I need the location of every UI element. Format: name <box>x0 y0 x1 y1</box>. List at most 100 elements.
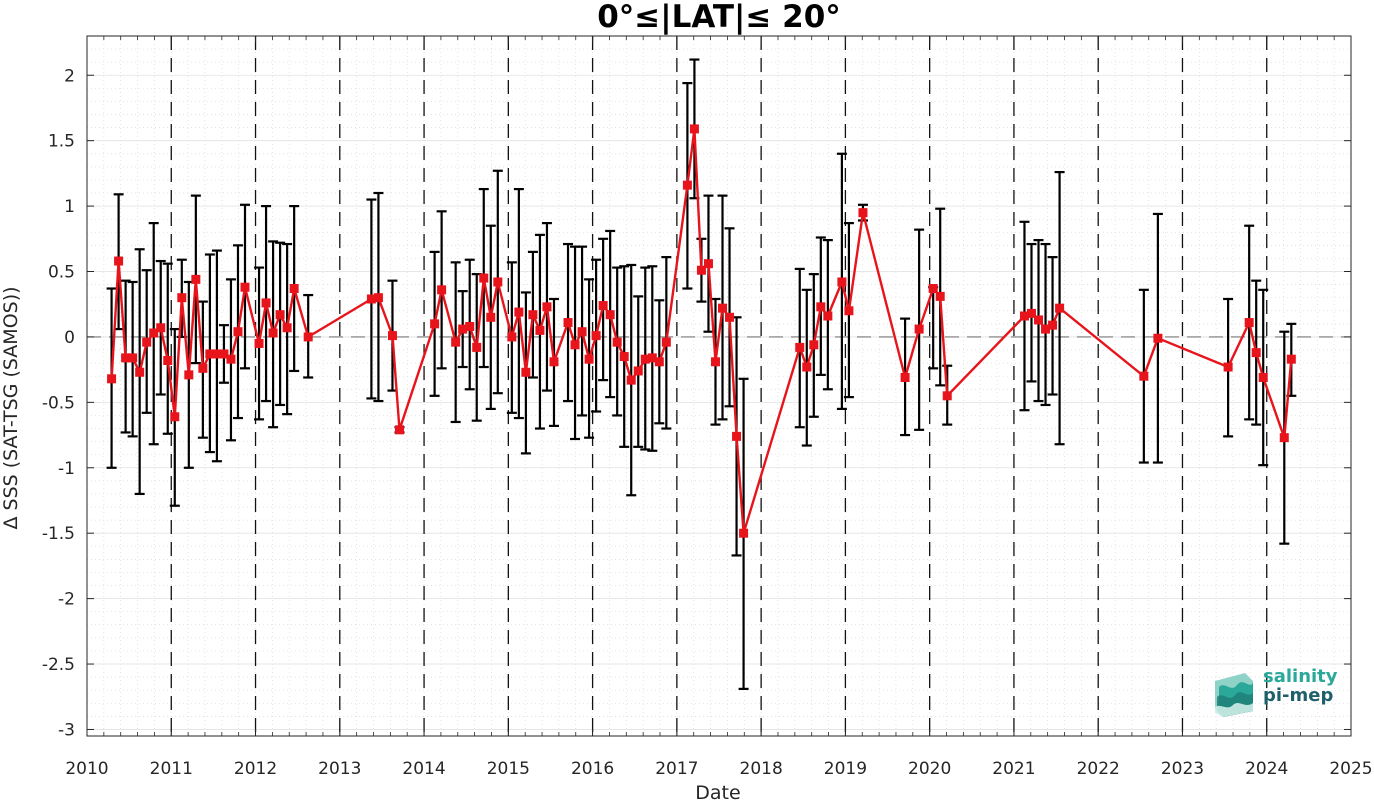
data-point-marker <box>486 312 496 322</box>
data-point-marker <box>1244 318 1254 328</box>
data-point-marker <box>303 332 313 342</box>
x-tick-label: 2023 <box>1161 759 1204 779</box>
data-point-marker <box>591 331 601 341</box>
data-point-marker <box>549 357 559 367</box>
data-point-marker <box>661 337 671 347</box>
logo-text-salinity: salinity <box>1263 666 1338 687</box>
y-tick-label: 0.5 <box>48 263 75 283</box>
data-point-marker <box>696 265 706 275</box>
x-tick-label: 2013 <box>318 759 361 779</box>
data-point-marker <box>163 355 173 365</box>
data-point-marker <box>387 331 397 341</box>
data-point-marker <box>1223 362 1233 372</box>
data-point-marker <box>493 277 503 287</box>
data-point-marker <box>914 324 924 334</box>
data-point-marker <box>619 352 629 362</box>
data-point-marker <box>535 325 545 335</box>
x-tick-label: 2020 <box>908 759 951 779</box>
data-point-marker <box>507 332 517 342</box>
y-tick-label: 1 <box>64 197 75 217</box>
data-point-marker <box>809 340 819 350</box>
data-point-marker <box>1139 371 1149 381</box>
data-point-marker <box>900 372 910 382</box>
data-point-marker <box>942 391 952 401</box>
data-point-marker <box>844 306 854 316</box>
data-point-marker <box>128 353 138 363</box>
y-tick-label: 2 <box>64 66 75 86</box>
x-tick-label: 2021 <box>992 759 1035 779</box>
data-point-marker <box>703 259 713 269</box>
data-point-marker <box>1279 433 1289 443</box>
data-point-marker <box>563 318 573 328</box>
data-point-marker <box>465 321 475 331</box>
data-point-marker <box>858 208 868 218</box>
x-tick-label: 2016 <box>571 759 614 779</box>
data-point-marker <box>156 323 166 333</box>
y-tick-label: -1.5 <box>42 524 75 544</box>
data-point-marker <box>1153 333 1163 343</box>
x-tick-label: 2017 <box>655 759 698 779</box>
data-point-marker <box>816 302 826 312</box>
y-tick-label: 0 <box>64 328 75 348</box>
data-point-marker <box>528 310 538 320</box>
data-point-marker <box>219 349 229 359</box>
data-point-marker <box>682 180 692 190</box>
x-tick-label: 2022 <box>1077 759 1120 779</box>
data-point-marker <box>935 291 945 301</box>
data-point-marker <box>240 282 250 292</box>
data-point-marker <box>226 354 236 364</box>
x-axis-label: Date <box>695 782 740 801</box>
data-point-marker <box>1055 303 1065 313</box>
data-point-marker <box>605 310 615 320</box>
data-point-marker <box>1286 354 1296 364</box>
data-point-marker <box>1251 348 1261 358</box>
data-point-marker <box>1048 320 1058 330</box>
x-tick-label: 2014 <box>402 759 445 779</box>
data-point-marker <box>1258 372 1268 382</box>
data-point-marker <box>718 303 728 313</box>
y-tick-label: -0.5 <box>42 393 75 413</box>
series-markers <box>107 124 1296 538</box>
data-point-marker <box>577 327 587 337</box>
x-tick-label: 2015 <box>487 759 530 779</box>
logo-text-pi-mep: pi-mep <box>1263 685 1334 706</box>
y-tick-label: -3 <box>58 720 75 740</box>
data-point-marker <box>184 370 194 380</box>
data-point-marker <box>142 337 152 347</box>
plot-frame <box>86 35 1352 737</box>
major-grid <box>87 74 1351 730</box>
data-point-marker <box>275 310 285 320</box>
data-point-marker <box>823 311 833 321</box>
y-tick-label: -2 <box>58 590 75 610</box>
data-point-marker <box>107 374 117 384</box>
x-tick-label: 2018 <box>740 759 783 779</box>
plot-border <box>86 35 1352 737</box>
data-point-marker <box>626 375 636 385</box>
data-point-marker <box>268 328 278 338</box>
data-point-marker <box>233 327 243 337</box>
data-point-marker <box>1026 308 1036 318</box>
data-point-marker <box>928 284 938 294</box>
chart-title: 0°≤|LAT|≤ 20° <box>597 0 841 35</box>
data-point-marker <box>654 357 664 367</box>
data-point-marker <box>514 307 524 317</box>
x-tick-label: 2012 <box>234 759 277 779</box>
y-tick-label: -1 <box>58 459 75 479</box>
data-point-marker <box>521 367 531 377</box>
y-tick-labels: 2 1.5 1 0.5 0 -0.5 -1 -1.5 -2 -2.5 -3 <box>42 66 75 740</box>
data-point-marker <box>437 285 447 295</box>
data-point-marker <box>837 277 847 287</box>
data-point-marker <box>373 293 383 303</box>
data-point-marker <box>394 425 404 435</box>
x-tick-label: 2011 <box>150 759 193 779</box>
data-point-marker <box>710 357 720 367</box>
data-point-marker <box>261 298 271 308</box>
data-point-marker <box>135 367 145 377</box>
y-axis-label: Δ SSS (SAT-TSG (SAMOS)) <box>0 286 22 529</box>
x-tick-label: 2024 <box>1245 759 1288 779</box>
data-point-marker <box>542 302 552 312</box>
data-point-marker <box>732 431 742 441</box>
x-tick-label: 2010 <box>65 759 108 779</box>
logo-waves-icon <box>1215 673 1253 717</box>
